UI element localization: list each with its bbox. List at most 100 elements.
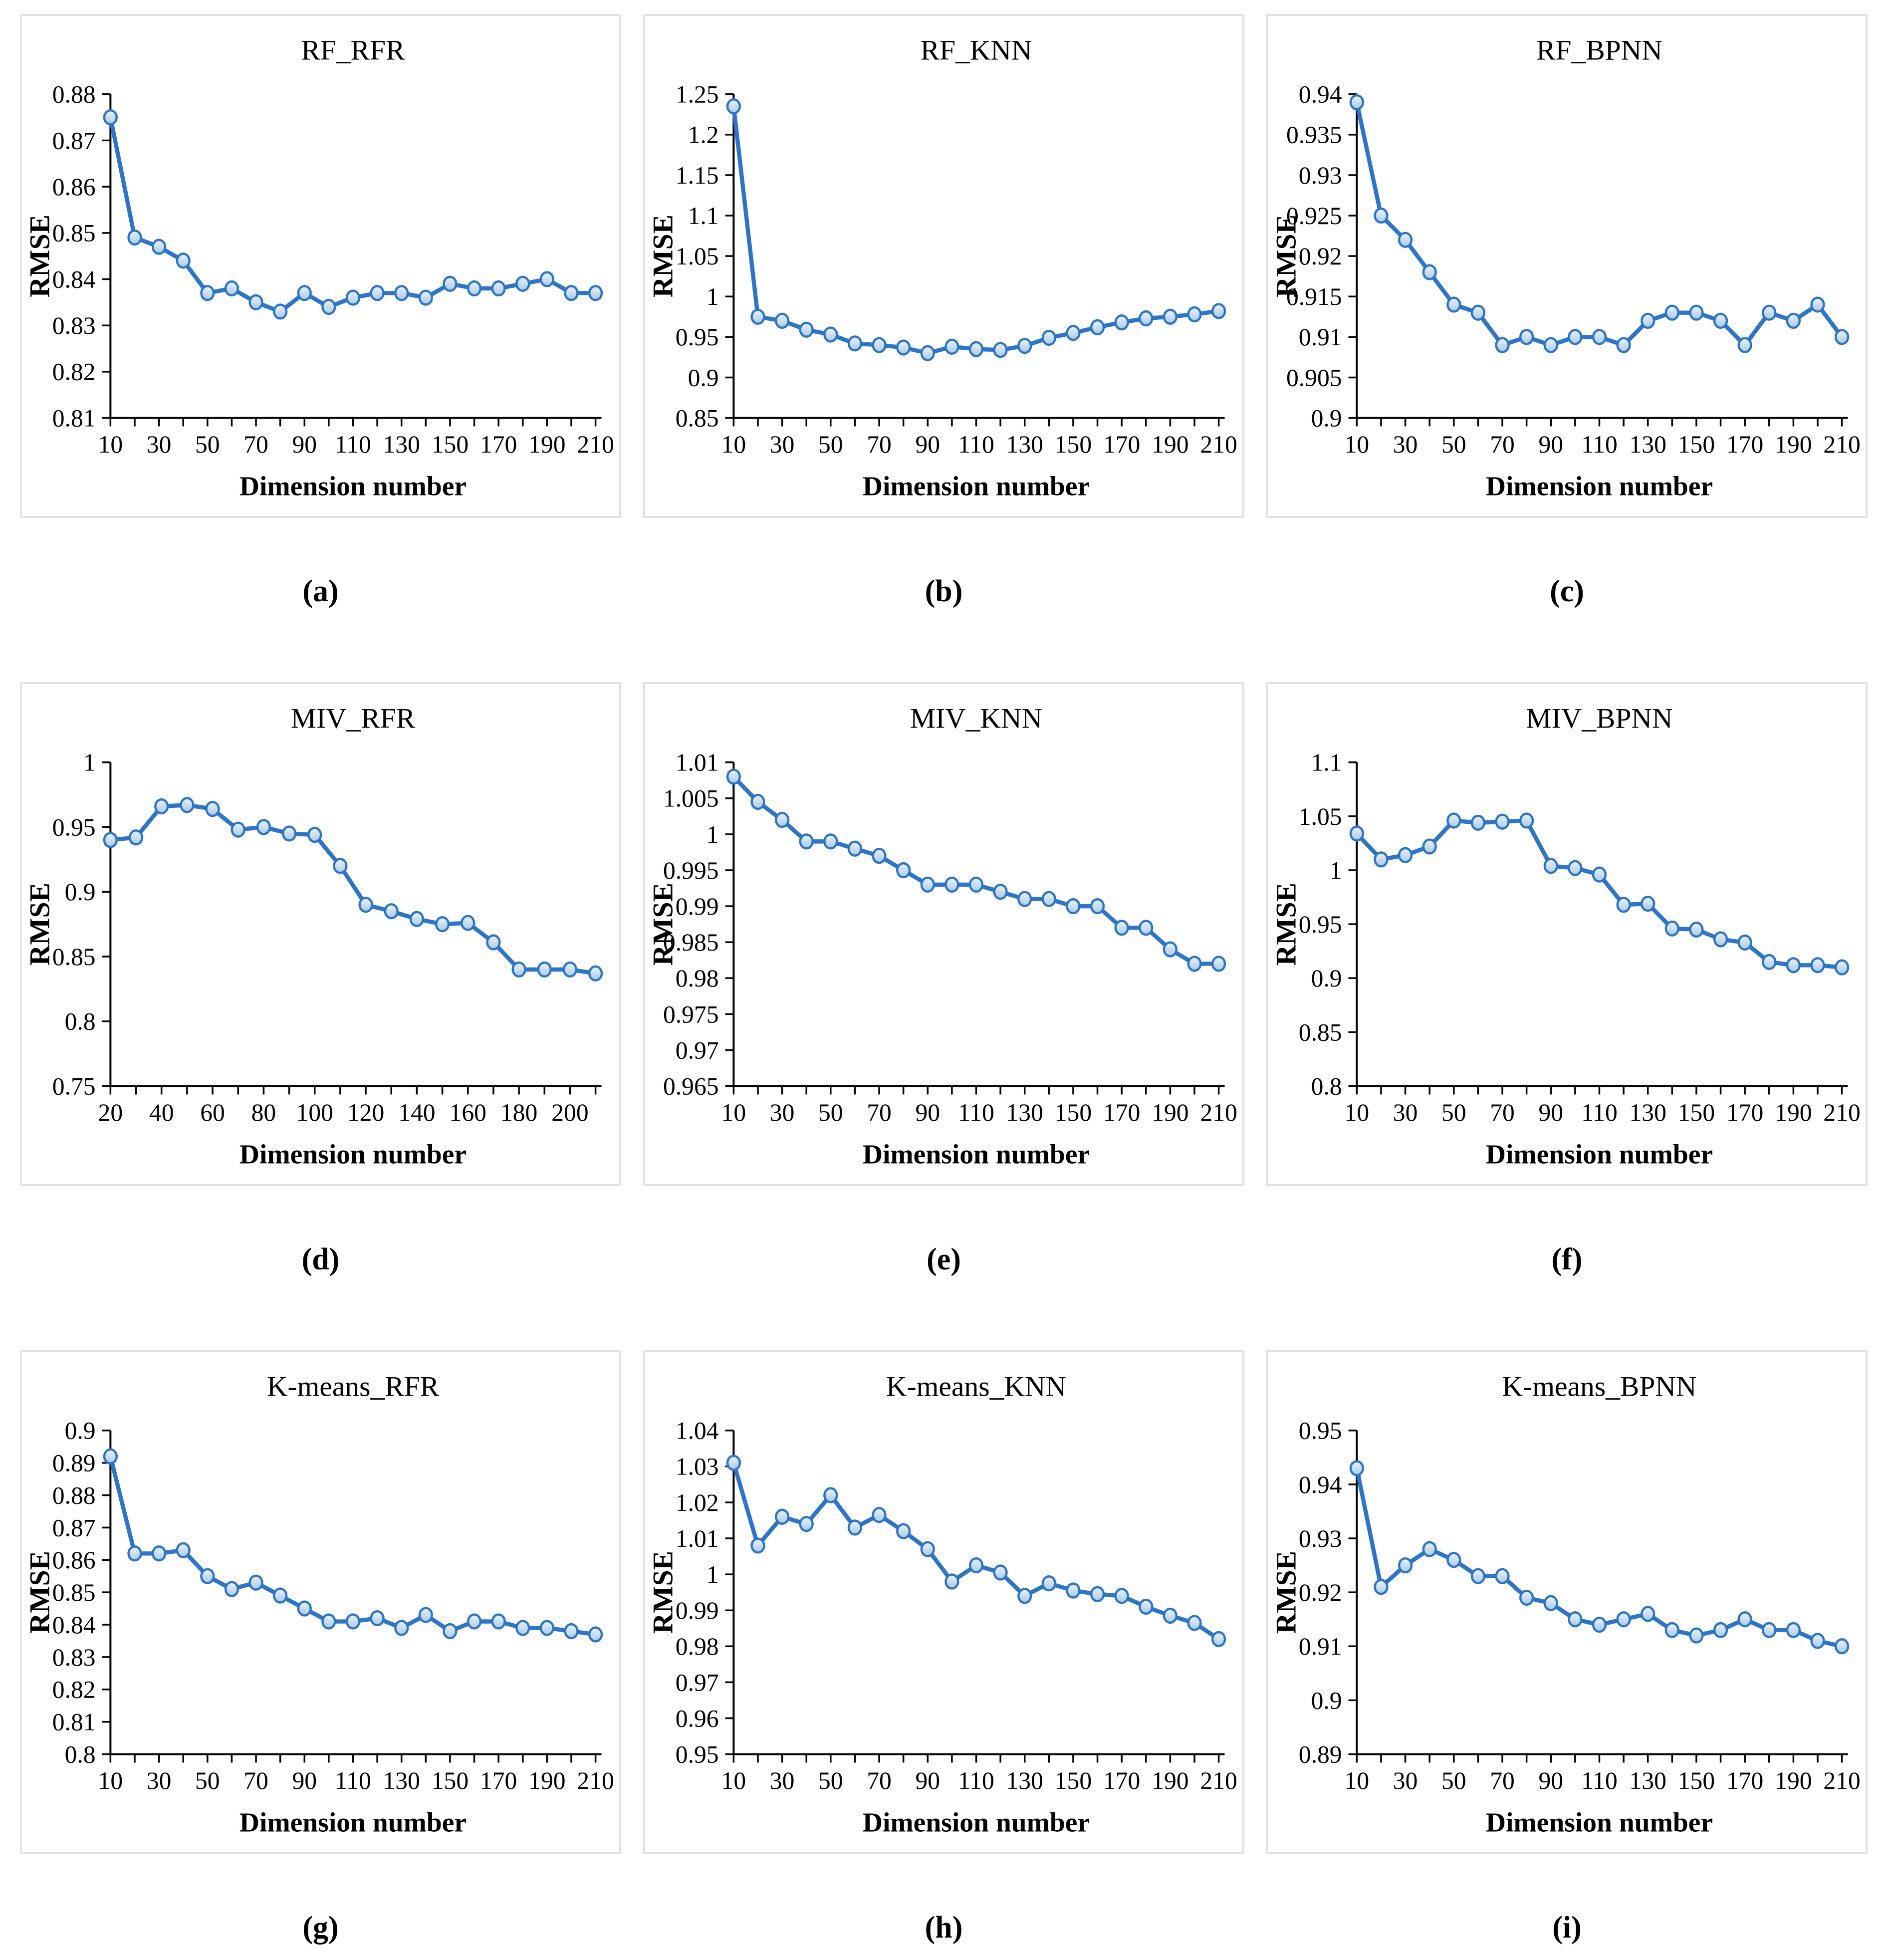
x-tick-label: 10: [98, 431, 123, 458]
x-tick-label: 210: [1200, 431, 1237, 458]
data-point: [127, 229, 142, 246]
x-tick-label: 180: [500, 1099, 537, 1126]
x-tick-label: 130: [383, 431, 420, 458]
x-tick-label: 90: [292, 1767, 317, 1794]
data-point: [384, 903, 399, 920]
data-point: [823, 833, 838, 850]
y-tick-label: 0.9: [1311, 404, 1342, 432]
data-point: [1398, 847, 1413, 863]
data-point: [1017, 338, 1032, 354]
x-tick-label: 190: [1152, 431, 1188, 458]
x-tick-label: 10: [721, 431, 746, 458]
x-tick-label: 50: [1441, 1099, 1466, 1126]
x-tick-label: 130: [1006, 1099, 1043, 1126]
data-point: [200, 285, 215, 301]
y-tick-label: 1.1: [1311, 749, 1342, 776]
y-tick-label: 0.915: [1286, 283, 1342, 310]
data-point: [307, 826, 322, 843]
data-point: [461, 915, 475, 931]
y-tick-label: 0.965: [663, 1072, 719, 1100]
data-point: [1139, 310, 1154, 327]
data-point: [358, 897, 373, 913]
y-tick-label: 0.85: [52, 1579, 96, 1606]
x-tick-label: 110: [335, 1767, 371, 1794]
chart-title: RF_KNN: [921, 34, 1032, 66]
data-point: [993, 342, 1008, 358]
y-tick-label: 1.05: [676, 243, 719, 270]
x-tick-label: 190: [1775, 1099, 1812, 1126]
data-point: [1090, 1586, 1105, 1602]
y-tick-label: 0.88: [52, 1481, 96, 1509]
data-point: [154, 798, 169, 815]
y-tick-label: 1.2: [688, 121, 719, 149]
x-tick-label: 170: [1103, 431, 1140, 458]
data-point: [847, 840, 863, 857]
data-point: [750, 793, 765, 810]
chart-title: MIV_RFR: [291, 703, 416, 734]
y-tick-label: 0.94: [1299, 81, 1342, 108]
data-point: [1349, 1460, 1364, 1476]
y-axis-label: RMSE: [647, 1551, 679, 1634]
data-point: [443, 275, 458, 292]
data-point: [1398, 1557, 1413, 1574]
data-point: [1090, 898, 1105, 915]
y-tick-label: 0.8: [65, 1008, 96, 1035]
data-point: [1762, 954, 1777, 970]
data-point: [1543, 1595, 1558, 1611]
data-point: [224, 280, 239, 297]
data-point: [103, 832, 118, 848]
data-point: [872, 848, 887, 864]
x-tick-label: 50: [195, 1767, 220, 1794]
x-tick-label: 10: [1345, 431, 1370, 458]
x-axis-label: Dimension number: [1486, 1807, 1713, 1838]
subplot-label-d: (d): [301, 1242, 340, 1276]
x-axis-label: Dimension number: [1486, 471, 1713, 501]
y-tick-label: 0.93: [1299, 162, 1342, 189]
data-point: [273, 1587, 288, 1604]
x-tick-label: 170: [1103, 1767, 1140, 1794]
y-axis-label: RMSE: [24, 1551, 55, 1634]
data-point: [1592, 1616, 1607, 1633]
y-tick-label: 0.97: [676, 1669, 719, 1696]
y-tick-label: 0.84: [52, 1611, 96, 1639]
x-tick-label: 70: [867, 1767, 892, 1794]
data-point: [281, 825, 297, 842]
data-point: [1495, 813, 1510, 830]
x-axis-label: Dimension number: [1486, 1139, 1713, 1170]
data-point: [1422, 264, 1437, 280]
data-point: [750, 1537, 765, 1554]
data-point: [1211, 956, 1226, 972]
data-point: [1446, 812, 1461, 829]
subplot-label-b: (b): [925, 574, 963, 608]
x-tick-label: 110: [958, 431, 994, 458]
y-tick-label: 0.82: [52, 358, 96, 386]
y-tick-label: 1: [83, 749, 96, 776]
data-point: [1689, 1627, 1704, 1644]
y-tick-label: 0.95: [676, 323, 719, 351]
data-point: [435, 916, 450, 933]
data-point: [774, 1508, 790, 1525]
line-chart: K-means_RFR 0.8 0.81 0.82 0.83 0.84 0.85 0.86 0.…: [24, 1371, 614, 1838]
data-point: [1422, 1541, 1437, 1557]
y-tick-label: 0.87: [52, 1514, 96, 1541]
data-point: [1786, 1622, 1801, 1638]
y-tick-label: 0.925: [1286, 202, 1342, 230]
x-tick-label: 10: [721, 1099, 746, 1126]
data-point: [774, 811, 790, 828]
x-tick-label: 30: [770, 1099, 795, 1126]
y-tick-label: 0.92: [1299, 243, 1342, 270]
y-tick-label: 0.85: [1299, 1018, 1342, 1046]
data-point: [491, 280, 506, 297]
data-point: [180, 797, 195, 813]
y-tick-label: 0.85: [52, 943, 96, 971]
data-point: [418, 1607, 433, 1623]
x-tick-label: 150: [1055, 1767, 1092, 1794]
x-tick-label: 210: [577, 431, 614, 458]
data-point: [799, 833, 814, 850]
data-point: [1017, 1588, 1032, 1604]
data-point: [231, 821, 245, 838]
subplot-label-c: (c): [1550, 574, 1584, 608]
y-tick-label: 0.935: [1286, 121, 1342, 149]
y-tick-label: 0.86: [52, 1546, 96, 1574]
subplot-label-f: (f): [1551, 1242, 1583, 1276]
